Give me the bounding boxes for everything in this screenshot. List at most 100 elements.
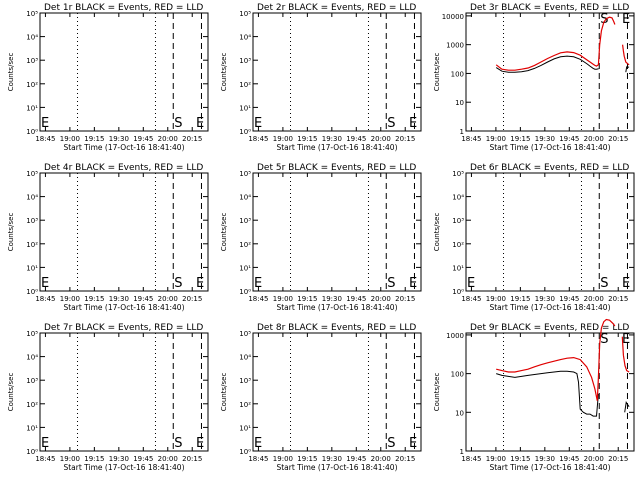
y-tick-label: 10⁵ [452,170,464,178]
x-tick-label: 19:15 [510,295,530,303]
panel-title: Det 6r BLACK = Events, RED = LLD [470,163,629,173]
x-tick-label: 19:00 [60,455,80,463]
x-tick-label: 19:15 [297,135,317,143]
y-tick-label: 10 [455,409,464,417]
y-tick-label: 100 [451,70,464,78]
y-tick-label: 10² [26,401,38,409]
end-marker-label: E [622,276,630,291]
x-tick-label: 19:15 [84,455,104,463]
y-tick-label: 10³ [239,377,251,385]
x-tick-label: 19:15 [510,135,530,143]
y-tick-label: 1 [460,448,464,456]
y-tick-label: 10⁰ [239,128,251,136]
x-tick-label: 19:30 [109,295,129,303]
x-tick-label: 19:45 [133,455,153,463]
plot-frame [39,332,209,452]
start-marker-label: S [387,436,395,451]
events-series-line [625,66,630,73]
start-marker-label: S [387,116,395,131]
x-tick-label: 20:15 [182,295,202,303]
y-axis-label: Counts/sec [220,373,228,412]
y-axis-label: Counts/sec [7,213,15,252]
y-tick-label: 10⁵ [239,330,251,338]
panel-title: Det 8r BLACK = Events, RED = LLD [257,323,416,333]
panel-title: Det 7r BLACK = Events, RED = LLD [44,323,203,333]
x-tick-label: 20:15 [395,455,415,463]
x-axis-label: Start Time (17-Oct-16 18:41:40) [276,143,397,152]
x-axis-label: Start Time (17-Oct-16 18:41:40) [276,463,397,472]
x-tick-label: 19:30 [535,295,555,303]
edge-marker-label: E [467,276,475,291]
x-tick-label: 19:00 [60,135,80,143]
plot-frame [465,332,635,452]
x-tick-label: 20:00 [371,135,391,143]
x-tick-label: 18:45 [248,135,268,143]
edge-marker-label: E [254,116,262,131]
y-tick-label: 10⁴ [26,194,38,202]
y-tick-label: 10⁴ [239,194,251,202]
y-tick-label: 10⁴ [26,354,38,362]
x-tick-label: 20:15 [608,455,628,463]
x-tick-label: 18:45 [461,295,481,303]
y-tick-label: 10² [452,241,464,249]
x-axis-label: Start Time (17-Oct-16 18:41:40) [489,463,610,472]
y-tick-label: 10⁵ [239,10,251,18]
x-tick-label: 19:45 [559,295,579,303]
events-series-line [624,401,630,413]
start-marker-label: S [174,116,182,131]
x-tick-label: 19:45 [346,455,366,463]
y-tick-label: 10⁰ [26,128,38,136]
y-tick-label: 10² [239,401,251,409]
y-tick-label: 10⁰ [239,448,251,456]
x-tick-label: 19:15 [84,295,104,303]
y-tick-label: 10⁴ [452,194,464,202]
x-tick-label: 20:15 [395,135,415,143]
y-tick-label: 10⁵ [26,170,38,178]
lld-series-line [621,336,630,373]
y-tick-label: 10⁰ [26,288,38,296]
y-tick-label: 10⁴ [26,34,38,42]
end-marker-label: E [622,12,630,27]
x-tick-label: 18:45 [461,135,481,143]
edge-marker-label: E [41,276,49,291]
x-tick-label: 20:00 [158,295,178,303]
x-tick-label: 18:45 [461,455,481,463]
edge-marker-label: E [41,436,49,451]
y-tick-label: 10² [26,81,38,89]
edge-marker-label: E [254,276,262,291]
y-tick-label: 10¹ [26,104,38,112]
x-tick-label: 19:30 [322,455,342,463]
y-axis-label: Counts/sec [433,53,441,92]
x-tick-label: 18:45 [248,295,268,303]
x-tick-label: 20:00 [158,455,178,463]
x-tick-label: 19:30 [322,135,342,143]
x-tick-label: 19:00 [273,295,293,303]
x-axis-label: Start Time (17-Oct-16 18:41:40) [276,303,397,312]
end-marker-label: E [196,436,204,451]
x-tick-label: 18:45 [35,295,55,303]
x-tick-label: 20:15 [182,455,202,463]
lld-series-line [622,44,630,66]
x-tick-label: 20:00 [584,295,604,303]
y-tick-label: 10⁵ [239,170,251,178]
x-tick-label: 19:15 [84,135,104,143]
x-tick-label: 19:45 [559,455,579,463]
plot-frame [252,12,422,132]
start-marker-label: S [174,276,182,291]
plot-frame [465,172,635,292]
x-axis-label: Start Time (17-Oct-16 18:41:40) [63,303,184,312]
end-marker-label: E [409,436,417,451]
x-tick-label: 20:15 [608,295,628,303]
x-tick-label: 19:00 [273,455,293,463]
y-tick-label: 10⁴ [239,34,251,42]
plot-frame [465,12,635,132]
y-tick-label: 10² [239,241,251,249]
y-tick-label: 1000 [446,42,464,50]
x-tick-label: 20:00 [371,455,391,463]
x-tick-label: 20:00 [584,135,604,143]
edge-marker-label: E [41,116,49,131]
start-marker-label: S [174,436,182,451]
